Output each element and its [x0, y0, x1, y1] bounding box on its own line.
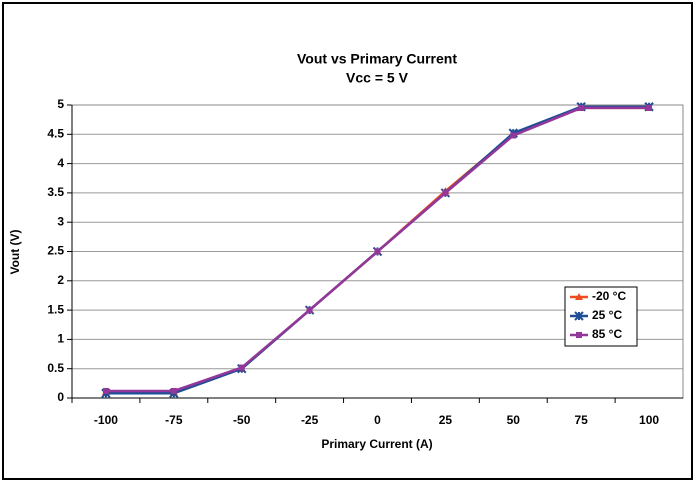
- y-axis-label: Vout (V): [8, 229, 22, 274]
- x-tick-label: 25: [439, 413, 453, 427]
- x-tick-label: 0: [374, 413, 381, 427]
- x-tick-label: -50: [233, 413, 251, 427]
- chart-frame: [2, 2, 693, 480]
- y-tick-label: 5: [57, 97, 64, 111]
- x-tick-label: -75: [165, 413, 183, 427]
- legend-marker: [574, 311, 584, 321]
- y-tick-label: 2: [57, 273, 64, 287]
- y-tick-label: 3.5: [47, 185, 64, 199]
- y-tick-label: 2.5: [47, 244, 64, 258]
- data-point: [306, 307, 313, 314]
- x-tick-label: 100: [639, 413, 659, 427]
- data-point: [510, 132, 517, 139]
- y-tick-label: 0.5: [47, 361, 64, 375]
- y-tick-label: 1.5: [47, 302, 64, 316]
- chart-title: Vout vs Primary Current: [297, 51, 457, 67]
- data-point: [374, 248, 381, 255]
- data-point: [578, 104, 585, 111]
- y-tick-label: 0: [57, 390, 64, 404]
- data-point: [170, 387, 177, 394]
- legend-label: 85 °C: [592, 327, 622, 341]
- data-point: [442, 189, 449, 196]
- x-tick-label: 50: [507, 413, 521, 427]
- legend-label: 25 °C: [592, 308, 622, 322]
- data-point: [646, 104, 653, 111]
- x-axis-label: Primary Current (A): [321, 437, 432, 451]
- y-tick-label: 3: [57, 214, 64, 228]
- x-tick-label: -100: [94, 413, 118, 427]
- x-tick-label: -25: [301, 413, 319, 427]
- y-tick-label: 4: [57, 156, 64, 170]
- data-point: [102, 387, 109, 394]
- data-point: [238, 364, 245, 371]
- y-tick-label: 4.5: [47, 126, 64, 140]
- legend-marker: [576, 332, 582, 338]
- x-tick-label: 75: [574, 413, 588, 427]
- legend-marker: [575, 293, 583, 300]
- chart-subtitle: Vcc = 5 V: [346, 70, 409, 86]
- legend-label: -20 °C: [592, 289, 626, 303]
- y-tick-label: 1: [57, 332, 64, 346]
